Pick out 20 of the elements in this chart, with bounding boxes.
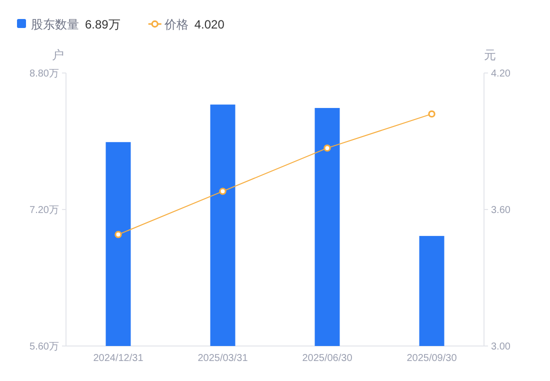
point [219,188,226,195]
y2-tick-label: 3.60 [491,205,511,216]
text: 4.020 [194,18,225,32]
y-tick-label: 7.20万 [30,205,59,216]
x-tick-label: 2025/03/31 [198,353,248,364]
point [324,144,331,152]
legend-label: 股东数量 [31,18,79,32]
y2-axis-title: 元 [484,48,496,62]
y-tick-label: 8.80万 [30,68,59,80]
legend-label: 价格 [163,18,188,32]
y2-tick-label: 4.20 [491,68,511,80]
text: 6.89万 [85,18,120,32]
point [114,230,122,238]
y2-tick-label: 3.00 [491,342,511,352]
point [428,110,436,118]
x-tick-label: 2024/12/31 [93,353,144,364]
y-tick-label: 5.60万 [30,342,59,352]
x-tick-label: 2025/06/30 [302,353,353,364]
y-axis-title: 户 [52,48,64,62]
x-tick-label: 2025/09/30 [406,353,458,364]
